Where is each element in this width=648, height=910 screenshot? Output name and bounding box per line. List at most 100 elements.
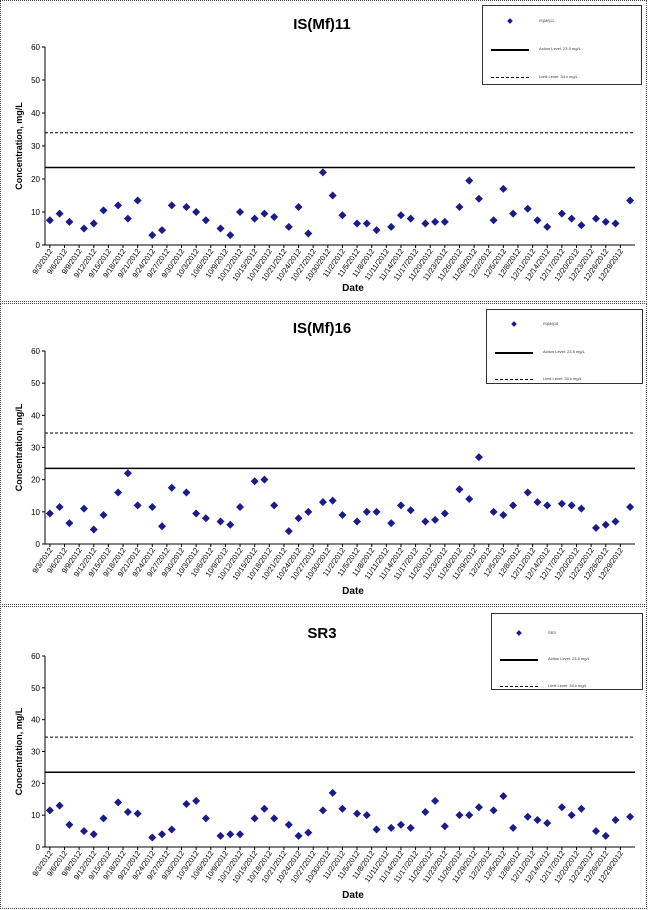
data-point — [523, 812, 532, 821]
data-point — [372, 825, 381, 834]
legend-entry: Action Level: 23.5 mg/L — [495, 347, 638, 357]
y-tick-label: 30 — [31, 444, 40, 453]
data-point — [133, 196, 142, 205]
data-point — [89, 525, 98, 534]
y-tick-label: 10 — [31, 208, 40, 217]
data-point — [421, 517, 430, 526]
data-point — [114, 201, 123, 210]
data-point — [396, 501, 405, 510]
chart-svg: IS(Mf)11 Concentration, mg/L 0 10 20 30 40 50 60… — [14, 16, 635, 294]
data-point — [533, 216, 542, 225]
data-point — [216, 224, 225, 233]
data-point — [45, 216, 54, 225]
data-point — [523, 204, 532, 213]
data-point — [626, 812, 635, 821]
legend-swatch — [495, 352, 533, 354]
data-point — [182, 203, 191, 212]
data-point — [557, 499, 566, 508]
data-point — [591, 523, 600, 532]
y-axis-label: Concentration, mg/L — [14, 403, 24, 491]
data-point — [362, 219, 371, 228]
data-point — [250, 814, 259, 823]
data-point — [396, 211, 405, 220]
data-point — [216, 831, 225, 840]
legend-entry: Limit Level: 34.x mg/L — [500, 681, 638, 691]
legend-swatch — [491, 49, 529, 51]
data-point — [80, 224, 89, 233]
data-point — [362, 811, 371, 820]
data-point — [236, 208, 245, 216]
data-point — [182, 800, 191, 809]
data-point — [294, 203, 303, 212]
data-point — [591, 827, 600, 836]
y-tick-label: 60 — [31, 43, 40, 52]
data-point — [338, 804, 347, 813]
data-point — [192, 796, 201, 805]
y-tick-label: 10 — [31, 508, 40, 517]
data-point — [250, 477, 259, 486]
legend-entry: Limit Level: 34.x mg/L — [495, 374, 638, 384]
y-tick-label: 40 — [31, 716, 40, 725]
data-point — [387, 823, 396, 832]
data-point — [80, 827, 89, 836]
data-point — [421, 807, 430, 816]
data-point — [260, 804, 269, 813]
data-point — [489, 806, 498, 815]
data-point — [226, 231, 235, 240]
legend-entry: SR3 — [500, 628, 638, 638]
data-point — [55, 801, 64, 810]
data-point — [577, 221, 586, 230]
data-point — [431, 515, 440, 524]
data-point — [236, 503, 245, 512]
data-point — [158, 226, 167, 235]
data-point — [440, 822, 449, 831]
data-point — [465, 176, 474, 185]
chart-legend: SR3 Action Level: 23.5 mg/L Limit Level: 3… — [491, 613, 643, 690]
data-point — [533, 815, 542, 824]
data-point — [65, 519, 74, 528]
legend-label: Action Level: 23.5 mg/L — [539, 46, 581, 51]
data-point — [201, 514, 210, 523]
data-point — [55, 503, 64, 512]
legend-label: Limit Level: 34.x mg/L — [539, 74, 578, 79]
data-point — [123, 807, 132, 816]
y-tick-label: 50 — [31, 76, 40, 85]
data-point — [294, 831, 303, 840]
data-point — [611, 517, 620, 526]
data-point — [55, 209, 64, 218]
data-point — [406, 214, 415, 223]
data-point — [270, 501, 279, 510]
data-point — [328, 191, 337, 200]
y-tick-label: 40 — [31, 411, 40, 420]
data-point — [304, 507, 313, 516]
data-point — [270, 212, 279, 221]
data-point — [328, 496, 337, 505]
data-point — [465, 494, 474, 503]
data-point — [148, 503, 157, 512]
data-point — [499, 184, 508, 193]
chart-title: SR3 — [307, 625, 336, 642]
data-point — [474, 453, 483, 462]
data-point — [284, 222, 293, 231]
data-point — [577, 504, 586, 513]
x-axis-label: Date — [342, 586, 364, 597]
y-tick-label: 60 — [31, 652, 40, 661]
data-point — [226, 830, 235, 839]
y-tick-label: 20 — [31, 779, 40, 788]
legend-entry: Action Level: 23.5 mg/L — [500, 654, 638, 664]
data-point — [489, 216, 498, 225]
data-point — [396, 820, 405, 829]
legend-swatch — [500, 686, 538, 687]
data-point — [431, 796, 440, 805]
data-point — [611, 219, 620, 228]
y-tick-label: 40 — [31, 109, 40, 118]
data-point — [499, 511, 508, 520]
chart-title: IS(Mf)16 — [293, 320, 351, 337]
data-point — [133, 501, 142, 510]
y-tick-label: 10 — [31, 811, 40, 820]
data-point — [65, 217, 74, 226]
data-point — [338, 511, 347, 520]
data-point — [226, 520, 235, 529]
legend-label: SR3 — [548, 630, 556, 635]
